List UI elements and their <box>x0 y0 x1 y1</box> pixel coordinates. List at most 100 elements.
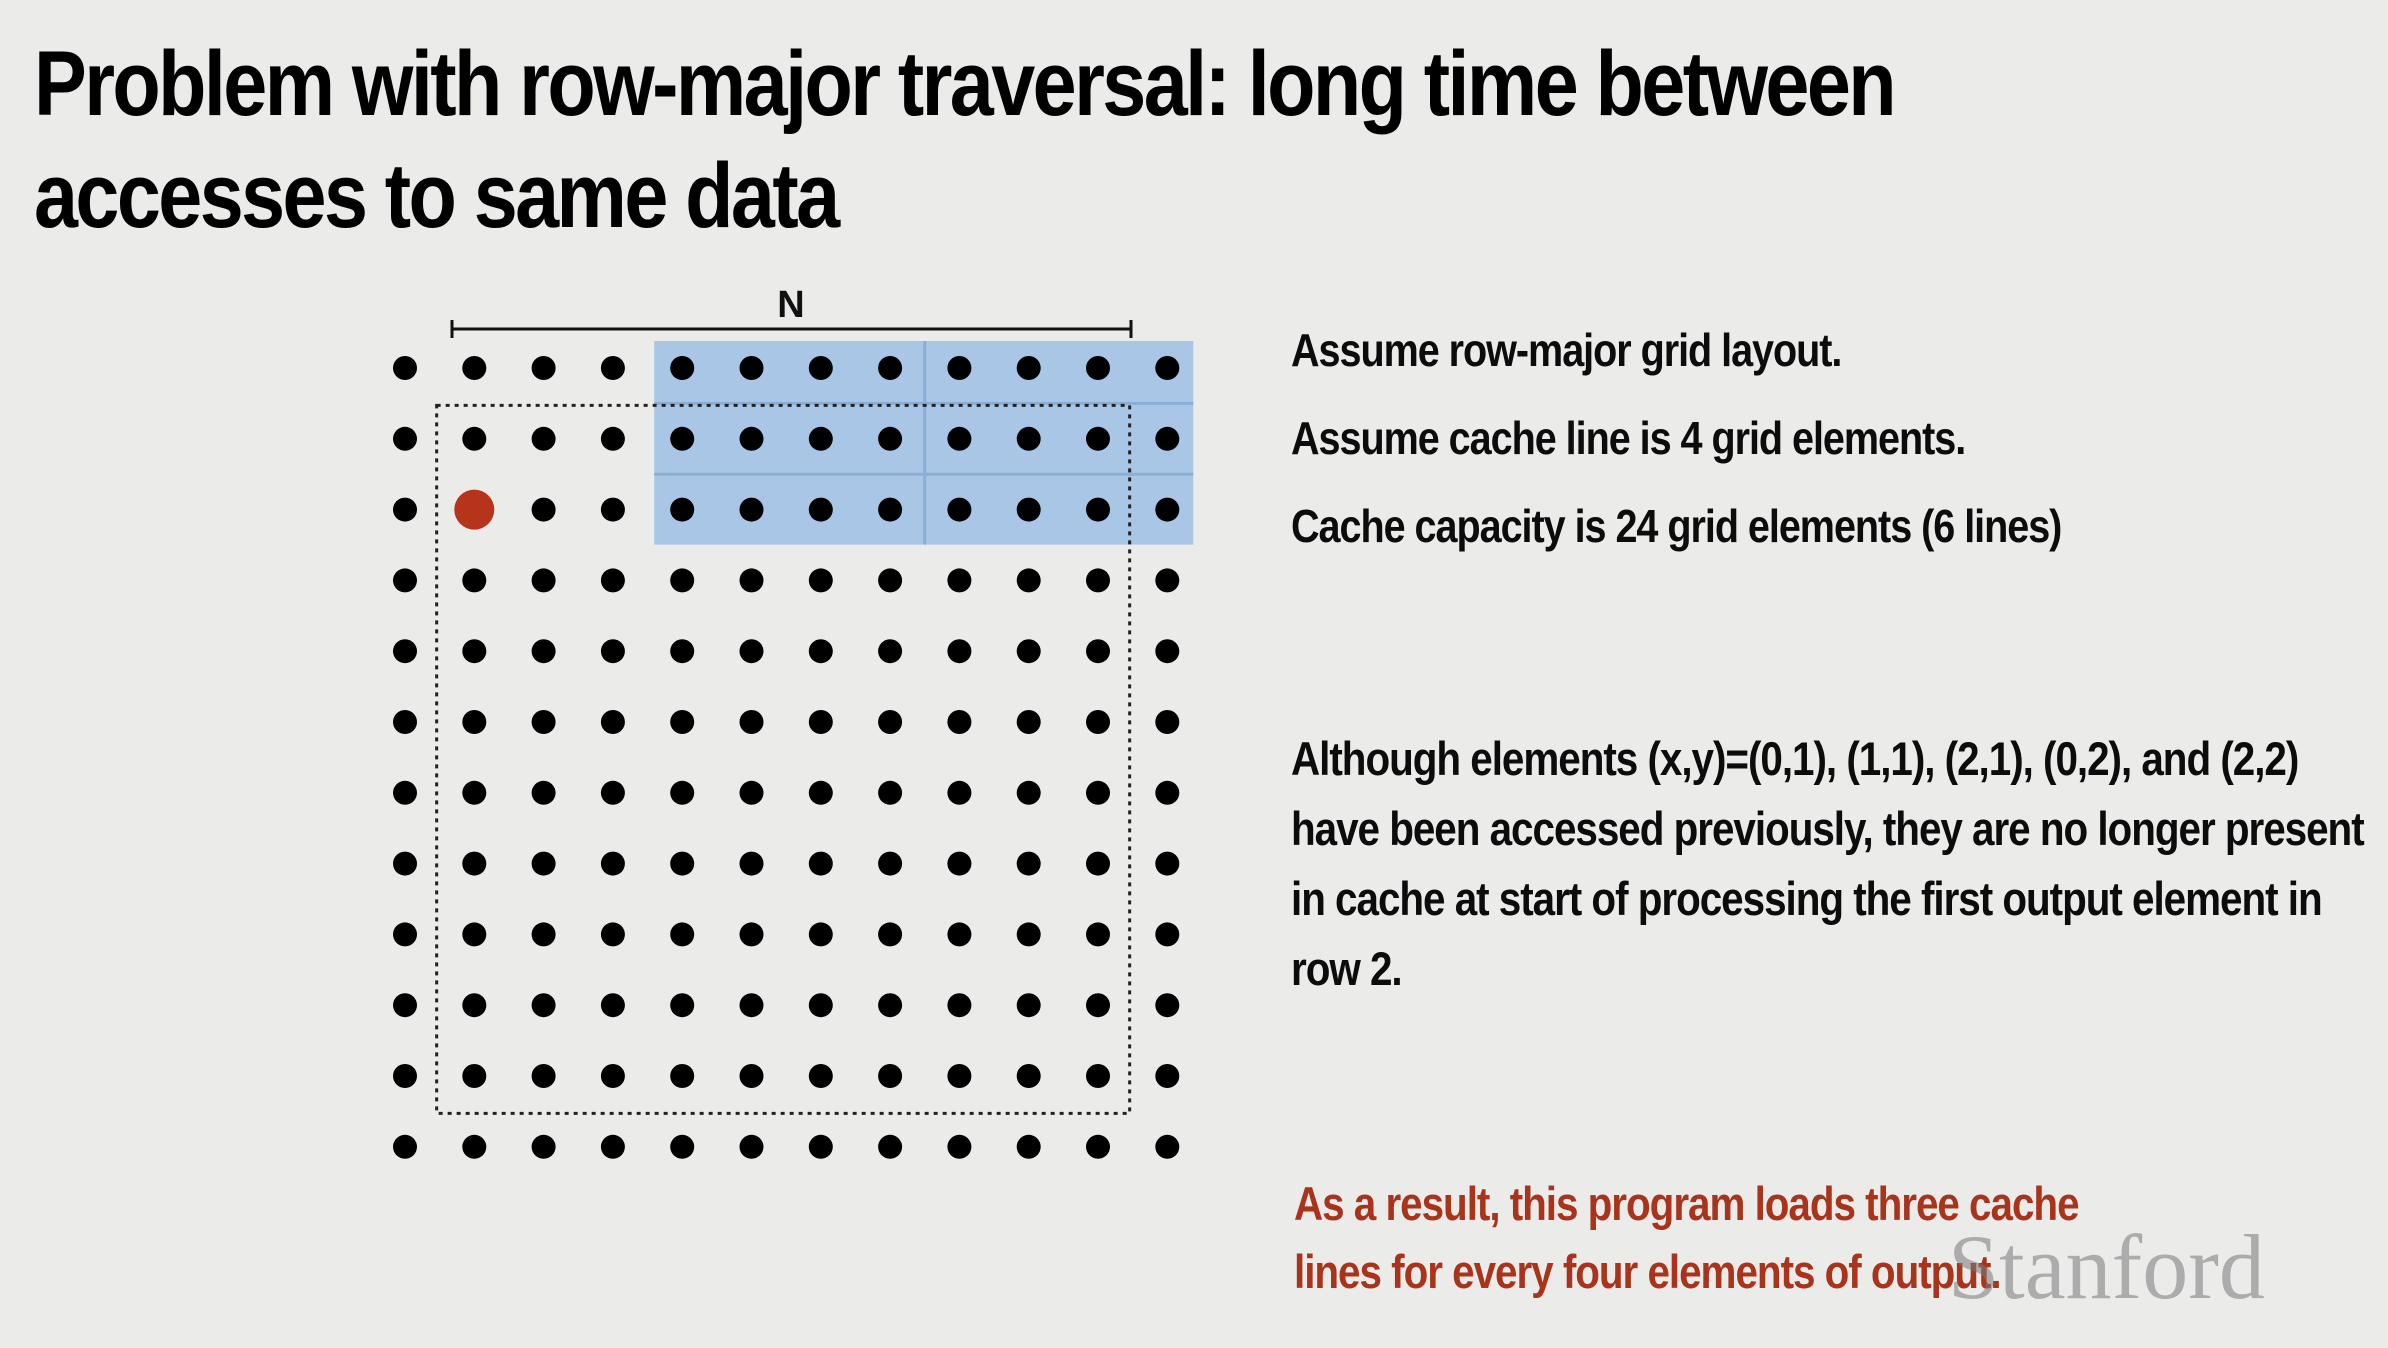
grid-point <box>393 993 417 1018</box>
grid-point <box>1086 356 1110 380</box>
grid-point <box>670 922 695 947</box>
grid-point <box>739 356 764 380</box>
grid-point <box>1155 710 1180 734</box>
grid-point <box>1016 426 1041 451</box>
grid-point <box>1016 710 1041 734</box>
grid-point <box>947 1134 972 1159</box>
grid-point <box>531 1064 556 1088</box>
grid-point <box>1016 1064 1041 1088</box>
grid-point <box>947 780 972 805</box>
grid-point <box>808 710 833 734</box>
grid-point <box>808 1064 833 1088</box>
grid-point <box>393 1064 417 1088</box>
grid-point <box>462 710 487 734</box>
slide-title: Problem with row-major traversal: long t… <box>34 33 1897 247</box>
grid-point <box>670 993 695 1018</box>
grid-point <box>600 1064 625 1088</box>
grid-point <box>739 922 764 947</box>
grid-point <box>808 993 833 1018</box>
grid-point <box>1155 426 1180 451</box>
grid-point <box>1086 922 1110 947</box>
grid-point <box>393 851 417 876</box>
grid-point <box>878 710 903 734</box>
grid-point <box>808 851 833 876</box>
grid-point <box>739 497 764 522</box>
grid-point <box>808 356 833 380</box>
grid-point <box>600 426 625 451</box>
grid-point <box>600 356 625 380</box>
grid-point <box>947 922 972 947</box>
grid-point <box>947 568 972 593</box>
grid-point <box>947 710 972 734</box>
grid-point <box>1016 1134 1041 1159</box>
grid-point <box>878 497 903 522</box>
grid-point <box>393 639 417 664</box>
grid-point <box>1016 993 1041 1018</box>
grid-point <box>670 1134 695 1159</box>
grid-point <box>670 851 695 876</box>
result-text: As a result, this program loads three ca… <box>1294 1177 2080 1298</box>
grid-point <box>1016 922 1041 947</box>
current-output-element <box>454 489 495 530</box>
grid-point <box>670 1064 695 1088</box>
grid-point <box>808 426 833 451</box>
grid-point <box>1155 780 1180 805</box>
grid-point <box>808 497 833 522</box>
grid-point <box>878 780 903 805</box>
grid-point <box>462 1064 487 1088</box>
grid-point <box>462 639 487 664</box>
grid-point <box>1016 780 1041 805</box>
grid-point <box>947 1064 972 1088</box>
grid-point <box>808 922 833 947</box>
grid-point <box>531 639 556 664</box>
cached-lines-region <box>654 341 1194 545</box>
grid-point <box>947 497 972 522</box>
grid-point <box>739 639 764 664</box>
grid-point <box>1086 1064 1110 1088</box>
grid-point <box>531 356 556 380</box>
grid-point <box>531 922 556 947</box>
grid-point <box>878 851 903 876</box>
grid-point <box>808 568 833 593</box>
grid-point <box>531 780 556 805</box>
grid-point <box>1086 639 1110 664</box>
grid-point <box>462 922 487 947</box>
grid-point <box>462 426 487 451</box>
grid-point <box>600 639 625 664</box>
grid-point <box>462 1134 487 1159</box>
grid-point <box>393 1134 417 1159</box>
grid-point <box>1086 851 1110 876</box>
grid-point <box>600 497 625 522</box>
grid-point <box>462 568 487 593</box>
grid-point <box>1155 1064 1180 1088</box>
grid-point <box>670 356 695 380</box>
assumption-cache-line-size: Assume cache line is 4 grid elements. <box>1291 412 1966 464</box>
grid-point <box>739 1134 764 1159</box>
grid-point <box>1016 851 1041 876</box>
grid-point <box>670 639 695 664</box>
grid-point <box>1155 1134 1180 1159</box>
grid-point <box>1155 922 1180 947</box>
grid-point <box>947 851 972 876</box>
explanation-text: Although elements (x,y)=(0,1), (1,1), (2… <box>1291 732 2365 995</box>
grid-point <box>531 851 556 876</box>
grid-point <box>1086 568 1110 593</box>
grid-point <box>393 356 417 380</box>
grid-point <box>462 993 487 1018</box>
grid-point <box>1086 780 1110 805</box>
grid-point <box>600 851 625 876</box>
grid-point <box>531 426 556 451</box>
grid-point <box>462 356 487 380</box>
grid-point <box>1155 851 1180 876</box>
grid-point <box>600 780 625 805</box>
grid-point <box>739 426 764 451</box>
grid-point <box>1086 426 1110 451</box>
grid-point <box>947 993 972 1018</box>
grid-point <box>1086 710 1110 734</box>
grid-point <box>878 1134 903 1159</box>
grid-point <box>739 710 764 734</box>
input-window-border <box>435 403 1132 1115</box>
grid-point <box>1016 568 1041 593</box>
stanford-watermark: Stanford <box>1948 1216 2265 1318</box>
grid-point <box>1155 497 1180 522</box>
